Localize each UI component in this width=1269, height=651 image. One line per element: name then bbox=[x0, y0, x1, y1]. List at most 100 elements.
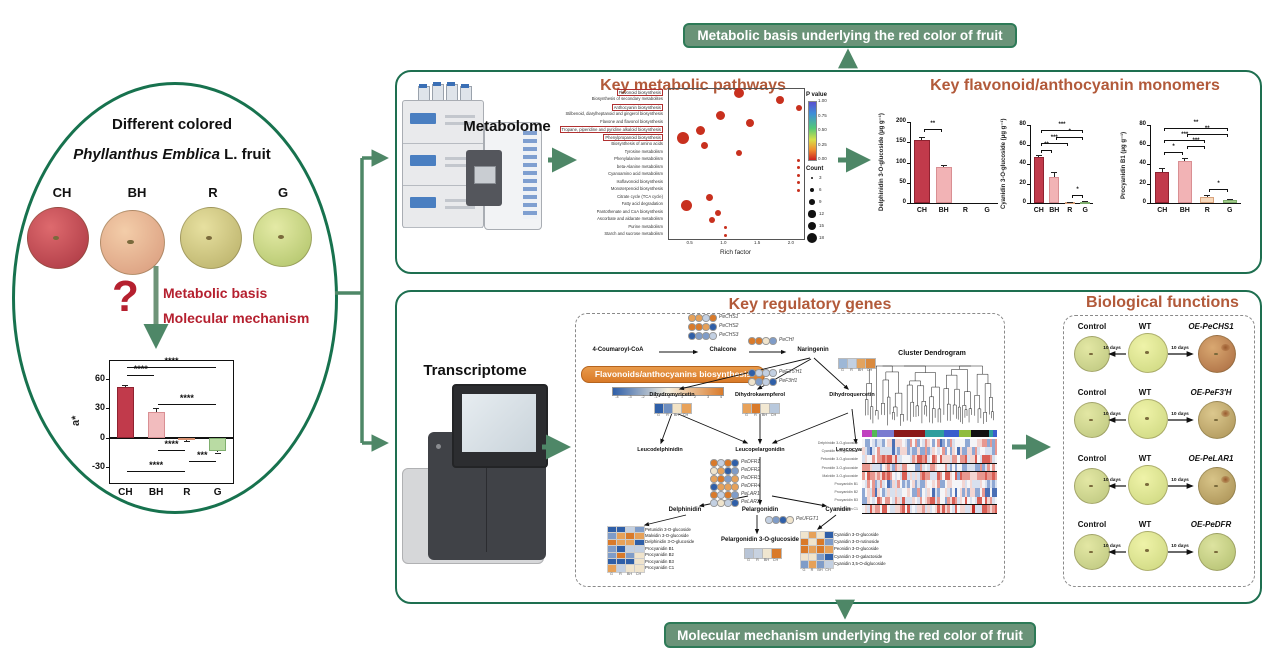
wgcna-heat-cell bbox=[952, 504, 955, 513]
wgcna-heat-cell bbox=[939, 455, 943, 464]
count-dot bbox=[806, 232, 818, 244]
x-category-label: CH bbox=[1033, 207, 1044, 214]
wgcna-heat-cell bbox=[934, 439, 938, 448]
count-dot bbox=[807, 221, 817, 231]
wgcna-heat-cell bbox=[949, 471, 953, 481]
wgcna-heat-cell bbox=[929, 471, 933, 481]
y-tick-label: 50 bbox=[899, 178, 906, 185]
heat-strip-cell bbox=[771, 548, 782, 559]
wgcna-heat-cell bbox=[907, 488, 910, 497]
sig-line bbox=[1040, 150, 1053, 152]
sequencer-button bbox=[436, 444, 441, 449]
wgcna-heat-cell bbox=[954, 496, 958, 505]
expression-color-scale bbox=[612, 387, 724, 396]
wgcna-heat-cell bbox=[919, 471, 923, 481]
wgcna-heat-cell bbox=[894, 439, 898, 448]
wgcna-heat-cell bbox=[889, 496, 893, 505]
wgcna-heat-cell bbox=[959, 463, 963, 472]
error-bar bbox=[1161, 167, 1163, 172]
wgcna-heat-cell bbox=[939, 463, 943, 472]
wgcna-heat-cell bbox=[987, 496, 990, 505]
wgcna-heat-cell bbox=[919, 447, 923, 456]
wgcna-heat-cell bbox=[994, 447, 998, 456]
wgcna-heat-cell bbox=[862, 447, 865, 456]
wgcna-heat-cell bbox=[897, 496, 900, 505]
wgcna-heat-cell bbox=[864, 447, 868, 456]
sig-tick bbox=[1186, 146, 1188, 150]
gene-label: PeF3H1 bbox=[779, 377, 798, 384]
y-tick-mark bbox=[1147, 144, 1151, 146]
wgcna-heat-cell bbox=[904, 439, 908, 448]
sig-tick bbox=[923, 128, 925, 132]
error-cap bbox=[940, 165, 947, 167]
wgcna-heat-cell bbox=[912, 504, 915, 513]
sample-label: R bbox=[756, 558, 759, 562]
wgcna-heat-cell bbox=[964, 455, 968, 464]
sample-label: R bbox=[666, 413, 669, 417]
wgcna-heat-cell bbox=[937, 447, 940, 456]
wgcna-heat-cell bbox=[959, 480, 963, 489]
kegg-x-tick: 2.0 bbox=[787, 240, 794, 245]
sig-label: *** bbox=[1050, 134, 1058, 141]
wgcna-heat-cell bbox=[987, 447, 990, 456]
wgcna-heat-cell bbox=[937, 463, 940, 472]
wgcna-row-label: Petunidin 3-O-glucoside bbox=[820, 457, 858, 462]
wgcna-heat-cell bbox=[924, 439, 928, 448]
x-category-label: R bbox=[962, 207, 968, 214]
wgcna-heat-cell bbox=[927, 496, 930, 505]
sig-tick bbox=[1186, 133, 1188, 137]
wgcna-heat-cell bbox=[944, 439, 948, 448]
wgcna-heat-cell bbox=[952, 496, 955, 505]
wgcna-heat-cell bbox=[929, 447, 933, 456]
wgcna-heat-cell bbox=[882, 471, 885, 481]
wgcna-heat-cell bbox=[929, 480, 933, 489]
kegg-dot bbox=[724, 233, 728, 237]
product-label: Petunidin 3-O-glucoside bbox=[645, 526, 691, 532]
kegg-dot bbox=[797, 166, 801, 170]
wgcna-heat-cell bbox=[979, 488, 983, 497]
x-category-label: CH bbox=[1157, 207, 1168, 214]
wgcna-heat-cell bbox=[897, 488, 900, 497]
wgcna-heat-cell bbox=[967, 471, 970, 481]
wgcna-heat-cell bbox=[954, 463, 958, 472]
wgcna-heat-cell bbox=[967, 455, 970, 464]
product-label: Cyanidin 3-O-glucoside bbox=[834, 532, 879, 537]
y-tick-mark bbox=[907, 142, 911, 144]
hplc-bottles bbox=[418, 82, 478, 102]
a-star-bar-chart: 60 30 0 -30 CH BH R G **** **** **** **** *** **** bbox=[92, 356, 234, 498]
wgcna-heat-cell bbox=[874, 488, 878, 497]
wgcna-heat-cell bbox=[912, 471, 915, 481]
ms-detector-screen bbox=[474, 166, 496, 184]
wgcna-heat-cell bbox=[987, 471, 990, 481]
wgcna-heat-cell bbox=[899, 496, 903, 505]
sample-label: R bbox=[619, 571, 622, 576]
x-category-label: G bbox=[984, 207, 990, 214]
sig-line bbox=[127, 471, 185, 473]
wgcna-heat-cell bbox=[967, 447, 970, 456]
wgcna-heat-cell bbox=[924, 480, 928, 489]
y-tick-label: 0 bbox=[99, 431, 105, 442]
wgcna-heat-cell bbox=[892, 447, 895, 456]
kegg-bubble-plot bbox=[668, 87, 805, 240]
module-color-segment bbox=[862, 430, 872, 437]
wgcna-heat-cell bbox=[967, 439, 970, 448]
kegg-dot bbox=[695, 125, 705, 135]
wgcna-heat-cell bbox=[904, 463, 908, 472]
node-dihydroquercetin: Dihydroquercetin bbox=[829, 392, 875, 398]
wgcna-heat-cell bbox=[879, 480, 883, 489]
wgcna-heat-cell bbox=[992, 488, 995, 497]
y-tick-label: 40 bbox=[1139, 160, 1146, 167]
y-tick-label: -30 bbox=[91, 461, 105, 472]
error-bar bbox=[217, 450, 219, 453]
wgcna-heat-cell bbox=[914, 447, 918, 456]
key-regulatory-genes-title: Key regulatory genes bbox=[728, 296, 892, 313]
bio-fruit-wt bbox=[1128, 399, 1168, 439]
wgcna-heat-cell bbox=[974, 439, 978, 448]
wgcna-heat-cell bbox=[957, 480, 960, 489]
sig-tick bbox=[1071, 195, 1073, 199]
wgcna-heat-cell bbox=[957, 488, 960, 497]
wgcna-heat-cell bbox=[949, 439, 953, 448]
wgcna-heat-cell bbox=[894, 471, 898, 481]
sig-label: *** bbox=[196, 450, 208, 461]
wgcna-heat-cell bbox=[957, 463, 960, 472]
